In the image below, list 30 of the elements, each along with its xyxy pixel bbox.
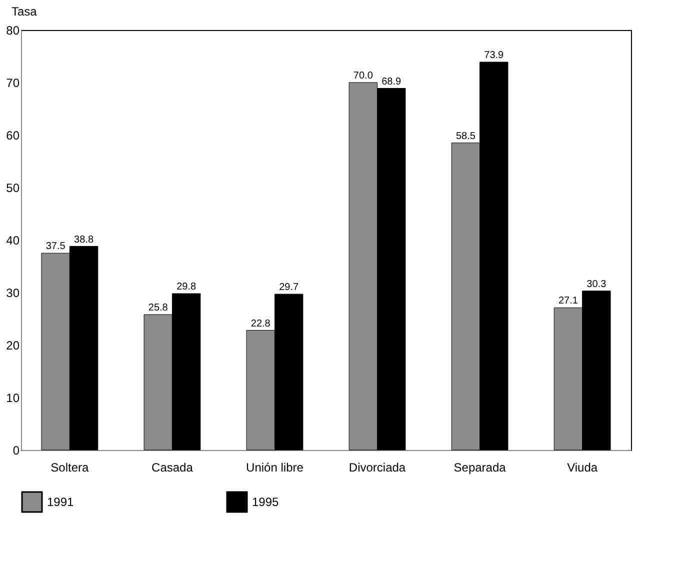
data-label: 38.8 <box>74 234 94 246</box>
y-tick-label: 40 <box>6 234 20 248</box>
data-label: 29.8 <box>176 282 196 293</box>
data-label: 37.5 <box>46 241 66 252</box>
y-axis-title: Tasa <box>12 4 38 18</box>
data-label: 30.3 <box>586 278 607 290</box>
data-label: 73.9 <box>484 50 504 62</box>
data-label: 25.8 <box>148 302 168 314</box>
data-label: 68.9 <box>382 76 402 88</box>
y-tick-label: 60 <box>6 128 20 142</box>
data-label: 27.1 <box>558 296 578 307</box>
y-tick-label: 30 <box>6 286 20 300</box>
y-tick-label: 0 <box>12 444 20 458</box>
x-tick-label: Separada <box>454 460 506 474</box>
data-label: 58.5 <box>456 130 476 142</box>
y-tick-label: 20 <box>6 338 20 352</box>
y-tick-label: 80 <box>6 24 20 38</box>
y-tick-label: 50 <box>6 181 20 195</box>
x-tick-label: Casada <box>152 460 194 474</box>
legend-label: 1991 <box>47 495 74 509</box>
legend-label: 1995 <box>252 495 280 509</box>
x-tick-label: Divorciada <box>348 460 406 474</box>
x-tick-label: Unión libre <box>246 460 304 474</box>
data-label: 22.8 <box>250 318 271 330</box>
y-tick-label: 70 <box>6 76 20 90</box>
x-tick-label: Soltera <box>50 460 90 474</box>
x-tick-label: Viuda <box>567 460 598 474</box>
data-label: 29.7 <box>279 282 300 294</box>
data-label: 70.0 <box>353 70 374 82</box>
y-tick-label: 10 <box>6 391 20 405</box>
